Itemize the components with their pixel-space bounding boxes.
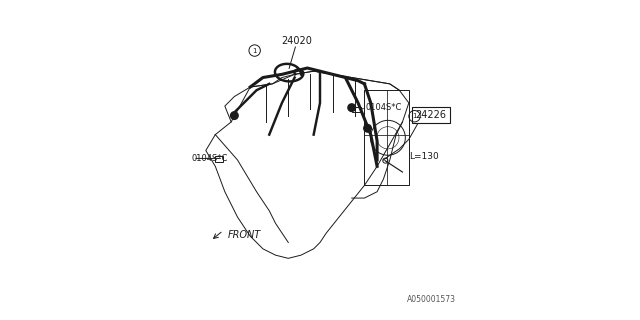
- Circle shape: [348, 104, 356, 111]
- Text: 1: 1: [412, 113, 417, 119]
- Text: L=130: L=130: [409, 152, 438, 161]
- Text: 0104S*C: 0104S*C: [366, 103, 403, 112]
- Circle shape: [364, 124, 371, 132]
- Text: 24226: 24226: [415, 110, 447, 120]
- Text: FRONT: FRONT: [228, 229, 261, 240]
- Text: 0104S*C: 0104S*C: [191, 154, 228, 163]
- Text: A050001573: A050001573: [408, 295, 456, 304]
- FancyBboxPatch shape: [215, 156, 223, 162]
- FancyBboxPatch shape: [412, 107, 450, 123]
- Circle shape: [230, 112, 238, 119]
- Text: 1: 1: [252, 48, 257, 53]
- Text: 24020: 24020: [281, 36, 312, 46]
- FancyBboxPatch shape: [352, 107, 360, 112]
